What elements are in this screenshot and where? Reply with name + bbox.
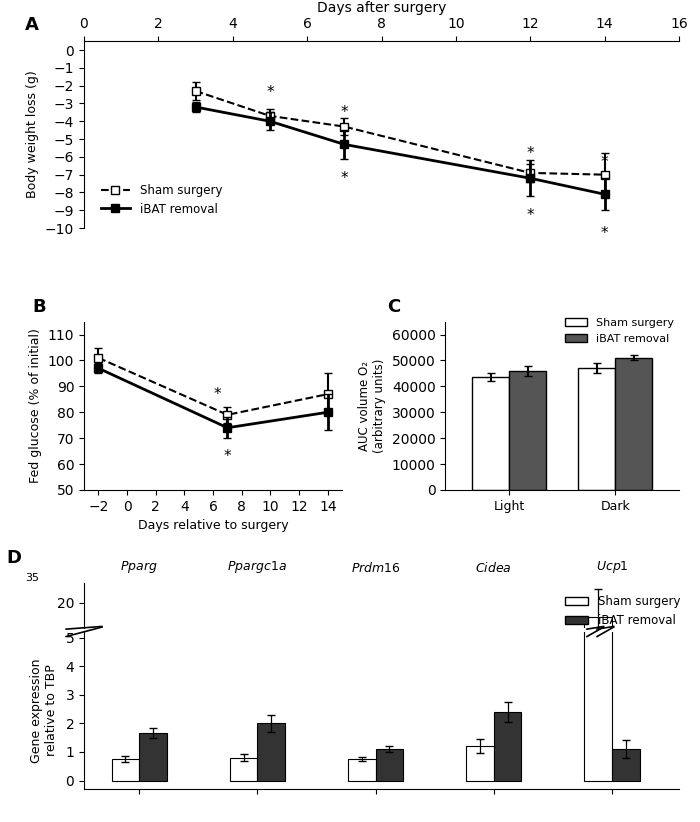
Bar	[466, 707, 494, 713]
Bar	[472, 377, 509, 490]
Bar	[584, 280, 612, 781]
Bar	[494, 712, 522, 781]
Bar	[348, 759, 376, 781]
Text: B: B	[32, 298, 46, 316]
Text: *: *	[526, 145, 534, 161]
Text: $\it{Cidea}$: $\it{Cidea}$	[475, 561, 512, 575]
Bar	[615, 358, 652, 490]
Text: *: *	[340, 171, 348, 186]
Text: *: *	[526, 208, 534, 223]
Y-axis label: AUC volume O₂
(arbitrary units): AUC volume O₂ (arbitrary units)	[358, 358, 386, 453]
Text: *: *	[223, 449, 231, 464]
Bar	[111, 709, 139, 713]
Bar	[111, 759, 139, 781]
Bar	[376, 749, 403, 781]
Text: C: C	[387, 298, 400, 316]
Bar	[348, 709, 376, 713]
Bar	[139, 733, 167, 781]
Text: *: *	[266, 85, 274, 100]
Legend: Sham surgery, iBAT removal: Sham surgery, iBAT removal	[560, 590, 685, 631]
Bar	[258, 723, 285, 781]
Text: *: *	[214, 386, 221, 402]
Bar	[612, 708, 640, 713]
Bar	[612, 749, 640, 781]
Text: *: *	[601, 226, 608, 241]
Text: $\it{Ppargc1a}$: $\it{Ppargc1a}$	[228, 560, 287, 575]
Legend: Sham surgery, iBAT removal: Sham surgery, iBAT removal	[560, 314, 678, 349]
Text: *: *	[340, 105, 348, 120]
Bar	[584, 616, 612, 713]
Bar	[258, 703, 285, 713]
Bar	[494, 700, 522, 713]
Text: *: *	[601, 155, 608, 169]
Y-axis label: Gene expression
relative to TBP: Gene expression relative to TBP	[31, 658, 59, 763]
X-axis label: Days relative to surgery: Days relative to surgery	[138, 520, 288, 532]
Bar	[376, 708, 403, 713]
Y-axis label: Body weight loss (g): Body weight loss (g)	[27, 71, 39, 198]
Bar	[578, 368, 615, 490]
X-axis label: Days after surgery: Days after surgery	[317, 1, 446, 15]
Y-axis label: Fed glucose (% of initial): Fed glucose (% of initial)	[29, 328, 42, 483]
Bar	[230, 709, 258, 713]
Text: $\it{Ucp1}$: $\it{Ucp1}$	[596, 560, 629, 575]
Bar	[139, 704, 167, 713]
Text: $\it{Pparg}$: $\it{Pparg}$	[120, 560, 158, 575]
Text: $\it{Prdm16}$: $\it{Prdm16}$	[351, 561, 400, 575]
Bar	[509, 371, 546, 490]
Text: 35: 35	[25, 573, 39, 583]
Text: A: A	[25, 16, 38, 34]
Text: D: D	[6, 549, 22, 567]
Bar	[466, 746, 494, 781]
Bar	[230, 758, 258, 781]
Legend: Sham surgery, iBAT removal: Sham surgery, iBAT removal	[96, 179, 227, 220]
